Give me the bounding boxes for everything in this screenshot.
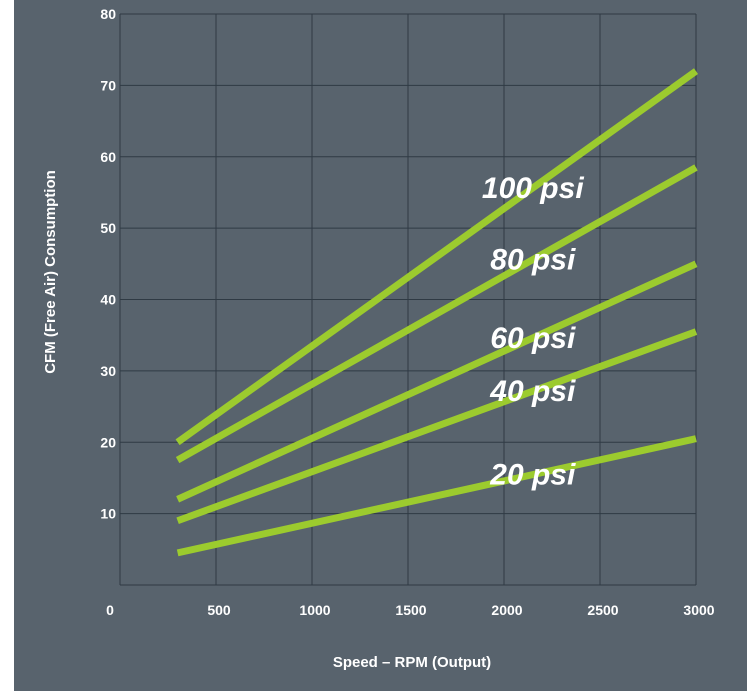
y-tick-label: 50 [100,220,116,236]
y-tick-label: 20 [100,434,116,450]
x-tick-label: 3000 [683,602,714,618]
series-label: 60 psi [490,322,576,355]
y-axis-label: CFM (Free Air) Consumption [42,170,59,374]
x-axis-ticks: 0 500 1000 1500 2000 2500 3000 [106,602,715,618]
x-axis-label: Speed – RPM (Output) [333,654,491,671]
y-tick-label: 80 [100,6,116,22]
series-line [176,328,698,525]
x-tick-label: 1000 [299,602,330,618]
series-label: 20 psi [489,459,576,492]
series-line [175,68,699,446]
series-label: 80 psi [490,244,576,277]
series-labels: 100 psi 80 psi 60 psi 40 psi 20 psi [482,172,584,492]
x-tick-label: 500 [207,602,231,618]
y-tick-label: 10 [100,506,116,522]
y-tick-label: 30 [100,363,116,379]
x-tick-label: 1500 [395,602,426,618]
y-tick-label: 60 [100,149,116,165]
series-label: 40 psi [489,375,576,408]
series-line [176,435,697,557]
x-tick-label: 2000 [491,602,522,618]
series-lines [175,68,699,557]
series-line [175,164,698,464]
x-tick-label: 2500 [587,602,618,618]
x-tick-label: 0 [106,602,114,618]
y-tick-label: 70 [100,77,116,93]
series-line [176,260,698,503]
series-label: 100 psi [482,172,584,205]
y-tick-label: 40 [100,292,116,308]
y-axis-ticks: 10 20 30 40 50 60 70 80 [100,6,116,522]
